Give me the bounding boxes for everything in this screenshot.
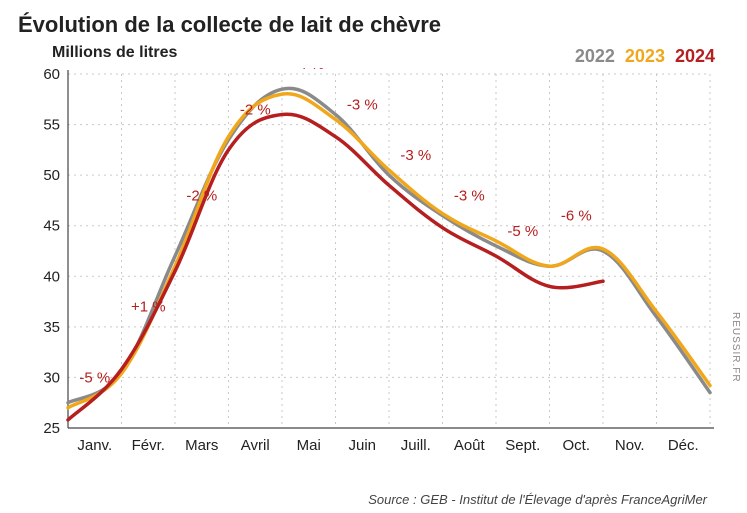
legend-item-2022: 2022 bbox=[575, 46, 615, 67]
svg-text:-3 %: -3 % bbox=[347, 96, 378, 113]
legend: 2022 2023 2024 bbox=[575, 46, 715, 67]
y-axis-title: Millions de litres bbox=[52, 44, 177, 62]
svg-text:-4 %: -4 % bbox=[293, 68, 324, 73]
line-chart-svg: 25 30 35 40 45 50 55 60 Janv. Févr. Mars Avril Mai Ju… bbox=[20, 68, 720, 472]
svg-text:Nov.: Nov. bbox=[615, 437, 645, 454]
svg-text:Juill.: Juill. bbox=[401, 437, 431, 454]
svg-text:60: 60 bbox=[43, 68, 60, 83]
source-line: Source : GEB - Institut de l'Élevage d'a… bbox=[368, 492, 707, 507]
svg-text:55: 55 bbox=[43, 117, 60, 134]
svg-text:Févr.: Févr. bbox=[132, 437, 165, 454]
watermark: REUSSIR.FR bbox=[730, 312, 741, 383]
svg-text:+1 %: +1 % bbox=[131, 299, 166, 316]
svg-text:-2 %: -2 % bbox=[186, 187, 217, 204]
page-title: Évolution de la collecte de lait de chèv… bbox=[18, 12, 441, 38]
svg-text:Oct.: Oct. bbox=[562, 437, 590, 454]
svg-text:Mai: Mai bbox=[297, 437, 321, 454]
svg-text:-3 %: -3 % bbox=[454, 187, 485, 204]
svg-text:45: 45 bbox=[43, 218, 60, 235]
svg-text:Sept.: Sept. bbox=[505, 437, 540, 454]
chart-area: 25 30 35 40 45 50 55 60 Janv. Févr. Mars Avril Mai Ju… bbox=[20, 68, 720, 472]
svg-text:-5 %: -5 % bbox=[507, 223, 538, 240]
svg-text:-2 %: -2 % bbox=[240, 101, 271, 118]
legend-item-2024: 2024 bbox=[675, 46, 715, 67]
svg-text:-3 %: -3 % bbox=[400, 147, 431, 164]
svg-text:35: 35 bbox=[43, 319, 60, 336]
legend-item-2023: 2023 bbox=[625, 46, 665, 67]
svg-text:-5 %: -5 % bbox=[79, 369, 110, 386]
svg-text:Avril: Avril bbox=[241, 437, 270, 454]
svg-text:Déc.: Déc. bbox=[668, 437, 699, 454]
svg-text:40: 40 bbox=[43, 268, 60, 285]
svg-text:Mars: Mars bbox=[185, 437, 218, 454]
svg-text:Juin: Juin bbox=[348, 437, 376, 454]
svg-text:Janv.: Janv. bbox=[77, 437, 112, 454]
svg-text:-6 %: -6 % bbox=[561, 208, 592, 225]
svg-text:Août: Août bbox=[454, 437, 486, 454]
svg-text:25: 25 bbox=[43, 420, 60, 437]
svg-text:50: 50 bbox=[43, 167, 60, 184]
svg-text:30: 30 bbox=[43, 369, 60, 386]
